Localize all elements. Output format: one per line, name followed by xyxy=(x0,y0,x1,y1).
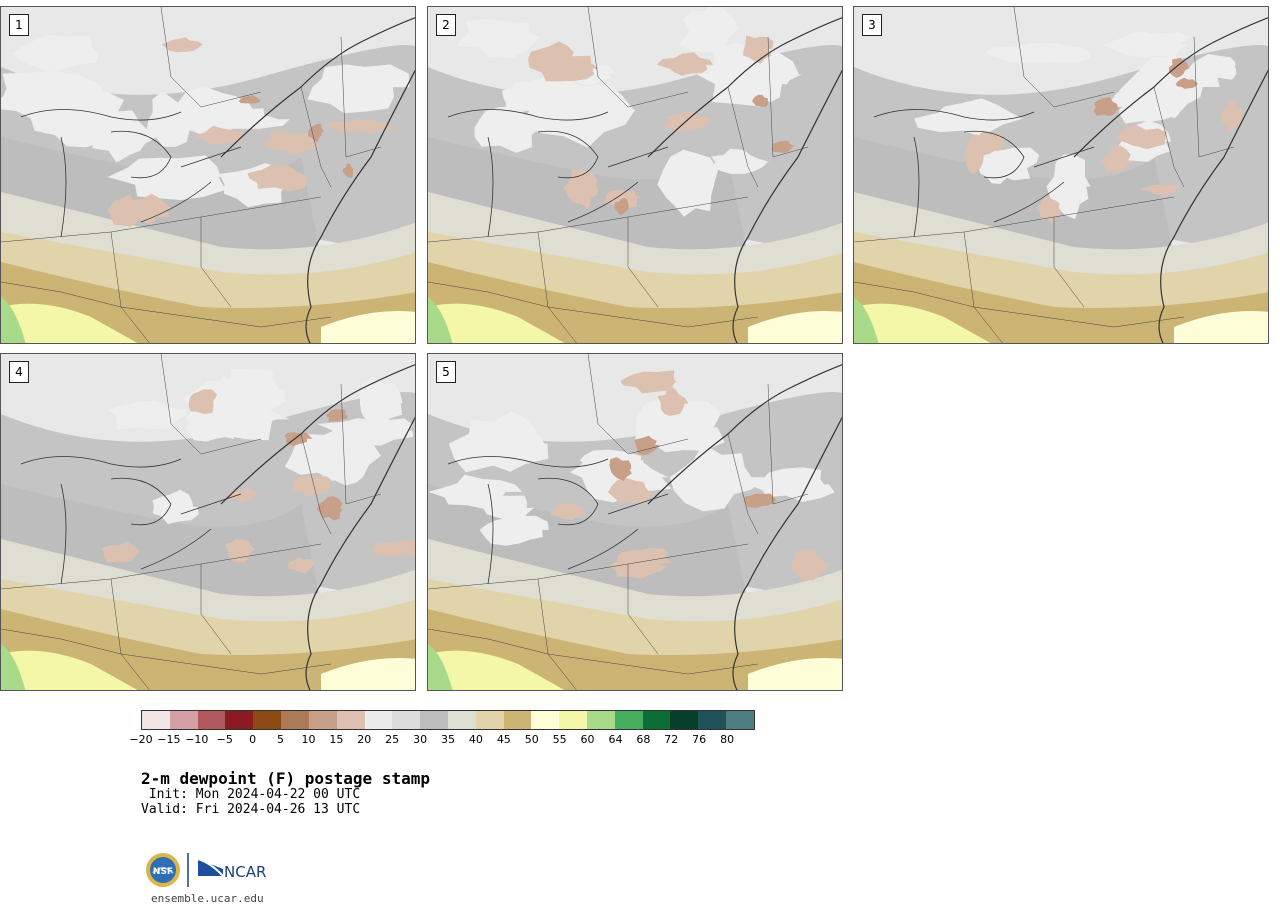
colorbar-swatch xyxy=(503,711,532,729)
svg-text:NCAR: NCAR xyxy=(224,863,266,881)
colorbar-swatch xyxy=(642,711,671,729)
panel-number-badge: 1 xyxy=(9,14,29,36)
colorbar-tick-label: 76 xyxy=(692,733,707,746)
colorbar-tick-label: 30 xyxy=(413,733,428,746)
panel-number-badge: 3 xyxy=(862,14,882,36)
colorbar-swatch xyxy=(336,711,365,729)
colorbar-tick-label: 55 xyxy=(552,733,567,746)
colorbar-tick-label: 15 xyxy=(329,733,344,746)
ncar-logo-icon: NCAR xyxy=(197,858,266,881)
colorbar-swatch xyxy=(420,711,448,729)
colorbar-swatch xyxy=(392,711,421,729)
colorbar-swatch xyxy=(670,711,699,729)
colorbar-swatch xyxy=(281,711,309,729)
colorbar-tick-labels: −20 −15 −10 −5 0 5 10 15 20 25 30 35 40 45 50 55 60 64 68 7… xyxy=(129,733,755,747)
dewpoint-map-1 xyxy=(1,7,415,343)
colorbar-swatch xyxy=(364,711,393,729)
colorbar-swatch xyxy=(169,711,198,729)
colorbar-tick-label: −20 xyxy=(129,733,153,746)
dewpoint-map-3 xyxy=(854,7,1268,343)
nsf-ncar-logos: NSF NCAR xyxy=(146,853,266,887)
svg-text:NSF: NSF xyxy=(153,867,173,877)
valid-time: Valid: Fri 2024-04-26 13 UTC xyxy=(141,802,361,817)
colorbar-tick-label: −10 xyxy=(185,733,209,746)
colorbar-tick-label: 35 xyxy=(441,733,455,746)
colorbar-tick-label: 20 xyxy=(357,733,372,746)
colorbar-swatch xyxy=(614,711,643,729)
colorbar-tick-label: 60 xyxy=(580,733,595,746)
panel-number-badge: 5 xyxy=(436,361,456,383)
colorbar-swatch xyxy=(587,711,615,729)
colorbar-tick-label: 64 xyxy=(608,733,623,746)
figure-title: 2-m dewpoint (F) postage stamp xyxy=(141,769,430,788)
colorbar-tick-label: 0 xyxy=(249,733,257,746)
dewpoint-map-4 xyxy=(1,354,415,690)
colorbar-tick-label: 40 xyxy=(468,733,483,746)
colorbar-swatch xyxy=(308,711,337,729)
colorbar-tick-label: 25 xyxy=(385,733,400,746)
colorbar-tick-label: 80 xyxy=(720,733,735,746)
colorbar-swatch xyxy=(475,711,504,729)
colorbar-swatch xyxy=(225,711,254,729)
colorbar xyxy=(141,710,755,730)
colorbar-swatch xyxy=(447,711,476,729)
map-panel-3[interactable]: 3 xyxy=(853,6,1269,344)
map-panel-5[interactable]: 5 xyxy=(427,353,843,691)
site-url: ensemble.ucar.edu xyxy=(151,892,264,905)
colorbar-tick-label: 50 xyxy=(524,733,539,746)
colorbar-tick-label: −5 xyxy=(216,733,233,746)
colorbar-swatch xyxy=(531,711,560,729)
colorbar-swatch xyxy=(559,711,587,729)
colorbar-swatch xyxy=(253,711,282,729)
dewpoint-map-5 xyxy=(428,354,842,690)
colorbar-tick-label: 10 xyxy=(301,733,316,746)
map-panel-2[interactable]: 2 xyxy=(427,6,843,344)
map-panel-1[interactable]: 1 xyxy=(0,6,416,344)
colorbar-swatch xyxy=(726,711,754,729)
colorbar-tick-label: −15 xyxy=(157,733,181,746)
colorbar-tick-label: 68 xyxy=(636,733,651,746)
colorbar-swatch xyxy=(142,711,170,729)
panel-number-badge: 4 xyxy=(9,361,29,383)
colorbar-tick-label: 45 xyxy=(496,733,511,746)
colorbar-tick-label: 5 xyxy=(277,733,285,746)
nsf-seal-icon: NSF xyxy=(146,853,180,887)
panel-number-badge: 2 xyxy=(436,14,456,36)
dewpoint-map-2 xyxy=(428,7,842,343)
colorbar-tick-label: 72 xyxy=(664,733,679,746)
init-time: Init: Mon 2024-04-22 00 UTC xyxy=(141,787,361,802)
map-panel-4[interactable]: 4 xyxy=(0,353,416,691)
colorbar-swatch xyxy=(197,711,226,729)
colorbar-swatch xyxy=(698,711,727,729)
